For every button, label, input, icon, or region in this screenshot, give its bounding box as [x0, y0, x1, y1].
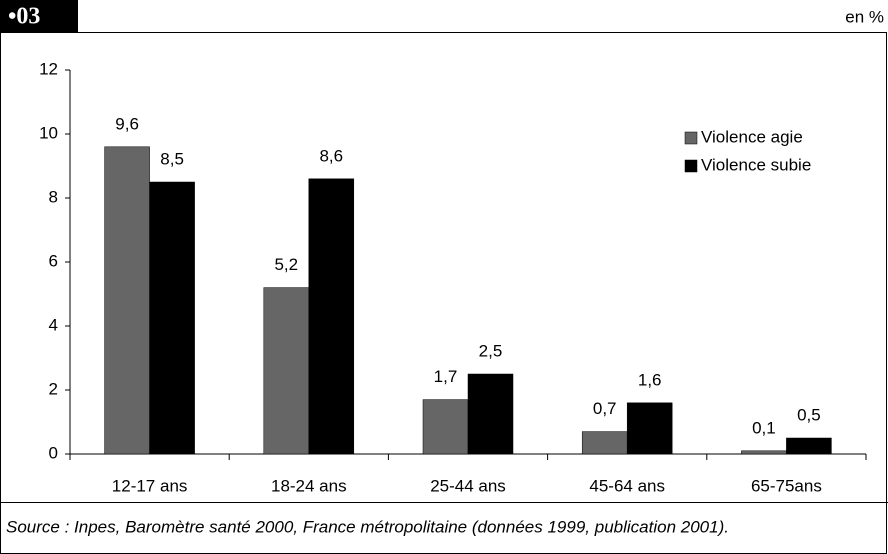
value-label: 0,7	[593, 399, 617, 418]
y-tick-label: 2	[49, 379, 58, 398]
unit-label: en %	[845, 7, 884, 26]
y-tick-label: 0	[49, 443, 58, 462]
x-tick-label: 18-24 ans	[271, 476, 347, 495]
legend-label: Violence agie	[701, 127, 803, 146]
value-label: 5,2	[274, 255, 298, 274]
x-tick-label: 12-17 ans	[112, 476, 188, 495]
value-label: 8,5	[160, 149, 184, 168]
value-label: 8,6	[319, 146, 343, 165]
y-tick-label: 4	[49, 315, 58, 334]
bar	[786, 437, 832, 455]
value-label: 1,7	[434, 367, 458, 386]
bar	[581, 431, 628, 455]
y-tick-label: 8	[49, 187, 58, 206]
y-tick-label: 12	[39, 59, 58, 78]
source: Source : Inpes, Baromètre santé 2000, Fr…	[6, 517, 729, 536]
x-tick-label: 25-44 ans	[430, 476, 506, 495]
bar	[467, 373, 514, 455]
bar	[263, 287, 310, 455]
legend-label: Violence subie	[701, 155, 811, 174]
badge: •03	[8, 4, 40, 30]
value-label: 0,1	[752, 418, 776, 437]
x-tick-label: 65-75ans	[751, 476, 822, 495]
x-tick-label: 45-64 ans	[589, 476, 665, 495]
bar	[626, 402, 673, 455]
bar	[149, 181, 195, 455]
bar	[104, 146, 150, 455]
value-label: 9,6	[115, 114, 139, 133]
bar	[741, 450, 787, 455]
value-label: 1,6	[638, 370, 662, 389]
badge-box	[0, 0, 78, 33]
bar	[308, 178, 355, 455]
bar	[422, 399, 469, 455]
value-label: 0,5	[797, 405, 821, 424]
y-tick-label: 10	[39, 123, 58, 142]
legend-swatch	[684, 131, 698, 145]
legend-swatch	[684, 159, 698, 173]
y-tick-label: 6	[49, 251, 58, 270]
value-label: 2,5	[479, 341, 503, 360]
